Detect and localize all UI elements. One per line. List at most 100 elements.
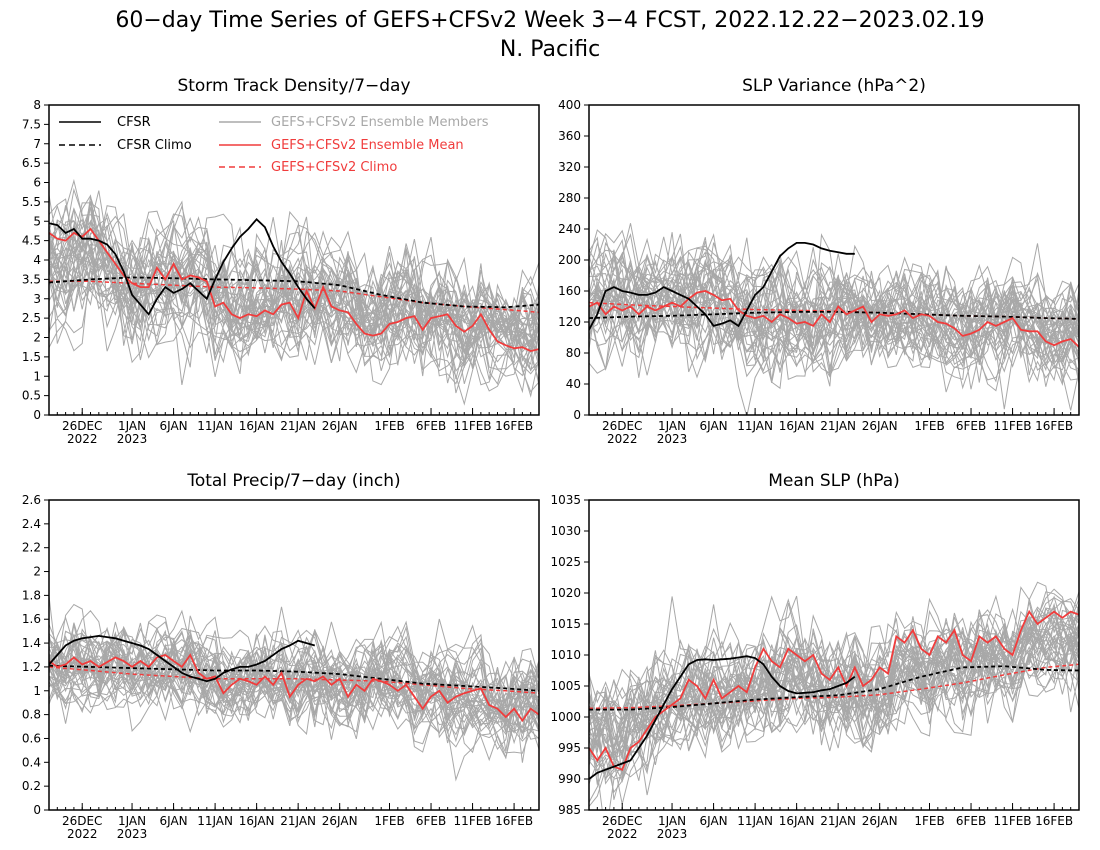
plot-area: 00.511.522.533.544.555.566.577.5826DEC20… (22, 98, 540, 446)
y-tick-label: 0.5 (22, 389, 41, 403)
ensemble-mean-line (589, 290, 1079, 348)
y-tick-label: 1.5 (22, 350, 41, 364)
y-tick-label: 360 (558, 129, 581, 143)
y-tick-label: 1.6 (22, 612, 41, 626)
x-tick-label: 21JAN (820, 814, 856, 828)
y-tick-label: 2 (33, 331, 41, 345)
x-tick-year-label: 2023 (657, 432, 688, 446)
cfsr-line (589, 242, 855, 331)
x-tick-label: 6FEB (416, 419, 446, 433)
x-tick-label: 1JAN (658, 814, 686, 828)
y-tick-label: 1.8 (22, 588, 41, 602)
x-tick-label: 1FEB (374, 419, 404, 433)
y-tick-label: 2.5 (22, 311, 41, 325)
x-tick-label: 16JAN (239, 419, 275, 433)
x-tick-label: 1JAN (118, 419, 146, 433)
ensemble-member-line (589, 595, 1079, 785)
ensemble-member-line (589, 229, 1079, 384)
ensemble-members (49, 178, 539, 406)
x-tick-year-label: 2023 (117, 827, 148, 841)
x-tick-label: 11JAN (197, 814, 233, 828)
x-tick-label: 26DEC (62, 419, 102, 433)
ensemble-member-line (589, 263, 1079, 410)
plot-clip-group (589, 581, 1079, 810)
panel-title: Total Precip/7−day (inch) (186, 471, 400, 491)
y-tick-label: 1010 (550, 648, 581, 662)
x-tick-label: 11FEB (994, 814, 1032, 828)
ensemble-members (589, 581, 1079, 810)
ensemble-member-line (49, 645, 539, 721)
y-tick-label: 1 (33, 684, 41, 698)
ensemble-climo-line (49, 666, 539, 694)
y-tick-label: 2.2 (22, 541, 41, 555)
y-tick-label: 1 (33, 369, 41, 383)
x-tick-year-label: 2022 (607, 827, 638, 841)
legend-ens-climo: GEFS+CFSv2 Climo (271, 160, 397, 175)
x-tick-label: 6JAN (699, 419, 727, 433)
x-tick-label: 11FEB (454, 419, 492, 433)
ensemble-member-line (589, 252, 1079, 382)
ensemble-members (589, 223, 1079, 415)
cfsr-line (589, 655, 856, 780)
y-tick-label: 0 (33, 803, 41, 817)
ensemble-member-line (589, 596, 1079, 765)
y-tick-label: 5 (33, 214, 41, 228)
y-tick-label: 1000 (550, 710, 581, 724)
ensemble-member-line (589, 262, 1079, 366)
x-tick-label: 26DEC (602, 814, 642, 828)
legend-members: GEFS+CFSv2 Ensemble Members (271, 115, 489, 130)
cfsr-line (49, 217, 316, 316)
x-tick-label: 26DEC (62, 814, 102, 828)
plot-frame (48, 499, 540, 811)
plot-clip-group (49, 596, 539, 782)
panel-storm-track-density: Storm Track Density/7−day 0 0.5 1 1.5 2 2.5 3 3… (22, 76, 540, 446)
cfsr-climo-line (589, 311, 1079, 320)
y-tick-label: 4 (33, 253, 41, 267)
y-tick-label: 2.6 (22, 493, 41, 507)
ensemble-member-line (49, 190, 539, 386)
x-tick-label: 16JAN (239, 814, 275, 828)
ensemble-member-line (49, 244, 539, 380)
ensemble-member-line (589, 253, 1079, 377)
ensemble-member-line (49, 618, 539, 740)
plot-clip-group (49, 178, 539, 406)
x-tick-label: 11JAN (737, 814, 773, 828)
y-tick-label: 995 (558, 741, 581, 755)
x-tick-label: 6FEB (956, 419, 986, 433)
y-axis: 985 990 995 1000 1005 1010 1015 1020 1025 1030 103… (550, 493, 589, 817)
y-tick-label: 3.5 (22, 272, 41, 286)
y-tick-label: 6 (33, 176, 41, 190)
cfsr-climo-line (49, 664, 539, 692)
y-tick-label: 200 (558, 253, 581, 267)
ensemble-member-line (49, 606, 539, 751)
figure-subtitle: N. Pacific (500, 37, 600, 62)
x-tick-label: 11JAN (197, 419, 233, 433)
ensemble-member-line (49, 626, 539, 720)
ensemble-member-line (589, 249, 1079, 390)
ensemble-member-line (589, 629, 1079, 727)
panel-slp-variance: SLP Variance (hPa^2) 0 40 80 120 160 200 240 28… (558, 76, 1080, 446)
y-tick-label: 8 (33, 98, 41, 112)
x-tick-year-label: 2022 (67, 432, 98, 446)
x-tick-label: 6JAN (159, 814, 187, 828)
ensemble-member-line (589, 233, 1079, 387)
x-tick-label: 21JAN (280, 814, 316, 828)
ensemble-member-line (49, 629, 539, 736)
cfsr-line (49, 634, 316, 683)
x-tick-label: 6JAN (159, 419, 187, 433)
legend-cfsr: CFSR (117, 115, 151, 130)
x-tick-label: 16FEB (495, 419, 533, 433)
ensemble-member-line (589, 259, 1079, 367)
y-tick-label: 2.4 (22, 517, 41, 531)
chart-legend: CFSR CFSR Climo GEFS+CFSv2 Ensemble Memb… (59, 115, 489, 175)
y-tick-label: 6.5 (22, 156, 41, 170)
ensemble-member-line (49, 615, 539, 733)
x-tick-label: 1FEB (914, 814, 944, 828)
y-tick-label: 7.5 (22, 117, 41, 131)
y-tick-label: 1015 (550, 617, 581, 631)
ensemble-member-line (589, 264, 1079, 383)
